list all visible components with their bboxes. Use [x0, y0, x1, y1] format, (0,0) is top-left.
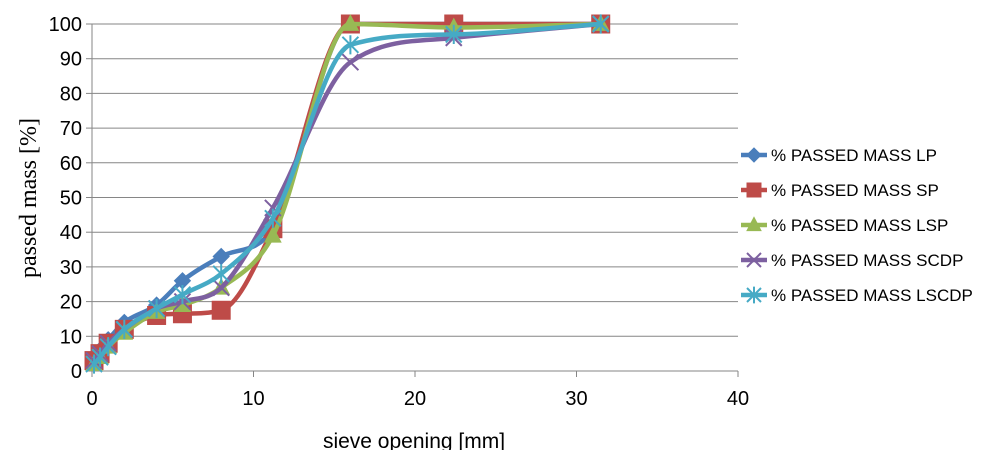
- data-point: [341, 35, 360, 55]
- y-tick-label: 40: [60, 222, 82, 244]
- y-tick-label: 50: [60, 188, 82, 210]
- data-point-legend-marker: [746, 252, 762, 268]
- series-4: [85, 14, 610, 374]
- x-axis-title: sieve opening [mm]: [323, 430, 505, 450]
- y-tick-label: 0: [71, 361, 82, 383]
- data-point-legend-marker: [746, 182, 762, 198]
- y-tick-label: 80: [60, 83, 82, 105]
- x-tick-label: 10: [242, 388, 264, 410]
- data-point: [211, 300, 231, 320]
- data-point: [264, 208, 282, 228]
- data-point: [212, 264, 230, 284]
- legend-entry: % PASSED MASS SP: [741, 181, 939, 200]
- y-tick-label: 10: [60, 326, 82, 348]
- legend-label: % PASSED MASS LSCDP: [771, 286, 973, 305]
- data-point-legend-marker: [746, 286, 762, 304]
- data-point-legend-marker: [746, 147, 762, 163]
- data-point: [173, 285, 192, 305]
- series-2: [85, 14, 610, 371]
- series-group: [84, 14, 611, 374]
- x-tick-label: 30: [565, 388, 587, 410]
- data-point: [147, 298, 166, 319]
- data-point-legend-marker: [746, 216, 762, 232]
- data-point: [592, 14, 610, 34]
- data-point: [264, 225, 282, 243]
- legend-entry: % PASSED MASS LSP: [741, 216, 948, 235]
- data-point: [341, 53, 360, 71]
- axes: 0 10 20 30 40 50 60 70 80 90 100 0 10 20 30 40: [49, 14, 750, 410]
- x-tick-label: 0: [86, 388, 97, 410]
- data-point: [341, 14, 360, 31]
- data-point: [445, 24, 463, 45]
- legend-entry: % PASSED MASS LSCDP: [741, 286, 973, 305]
- data-point: [212, 279, 230, 297]
- legend-label: % PASSED MASS SP: [771, 181, 939, 200]
- y-tick-label: 100: [49, 14, 82, 36]
- y-tick-label: 30: [60, 257, 82, 279]
- data-point: [99, 337, 117, 357]
- x-tick-label: 40: [727, 388, 749, 410]
- y-tick-label: 60: [60, 153, 82, 175]
- y-tick-label: 70: [60, 118, 82, 140]
- legend-label: % PASSED MASS LSP: [771, 216, 948, 235]
- data-point: [115, 319, 134, 339]
- y-axis-title: passed mass [%]: [16, 118, 42, 278]
- x-tick-label: 20: [404, 388, 426, 410]
- y-tick-label: 90: [60, 49, 82, 71]
- legend: % PASSED MASS LP % PASSED MASS SP % PASSED…: [741, 146, 973, 305]
- data-point: [91, 347, 109, 367]
- y-tick-label: 20: [60, 292, 82, 314]
- legend-entry: % PASSED MASS LP: [741, 146, 937, 165]
- legend-label: % PASSED MASS SCDP: [771, 251, 963, 270]
- legend-label: % PASSED MASS LP: [771, 146, 937, 165]
- legend-entry: % PASSED MASS SCDP: [741, 251, 963, 270]
